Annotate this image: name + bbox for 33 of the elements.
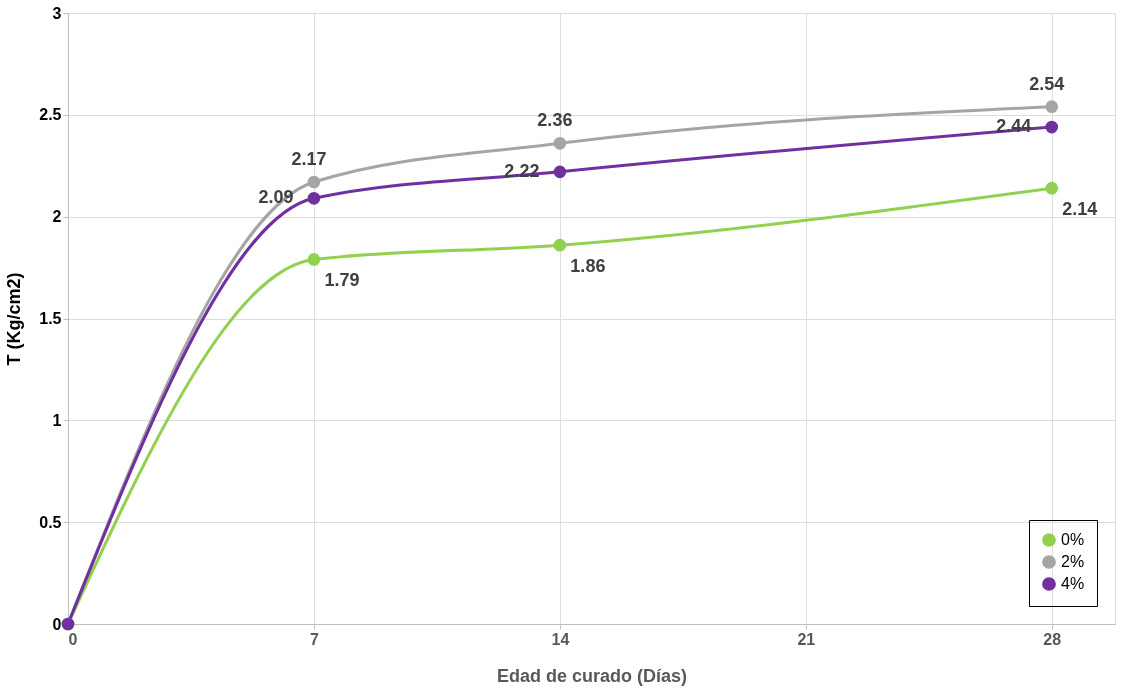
x-tick-label: 28 [1043,630,1062,648]
data-label: 1.79 [324,270,360,291]
y-tick-label: 2 [52,208,62,226]
y-tick-label: 1 [52,411,62,429]
data-label: 2.54 [1029,73,1065,94]
point [553,238,567,252]
x-tick-label: 7 [309,630,319,648]
y-tick-label: 2.5 [39,106,62,124]
point [307,175,321,189]
x-tick-label: 0 [68,630,78,648]
x-tick-label: 14 [551,630,570,648]
y-tick-label: 0.5 [39,513,62,531]
data-label: 2.36 [537,110,573,131]
point [1045,120,1059,134]
data-label: 2.09 [258,187,294,208]
point [553,165,567,179]
data-label: 1.86 [570,256,606,277]
y-tick-label: 1.5 [39,310,62,327]
y-axis-title: T (Kg/cm2) [4,272,25,366]
x-tick-label: 21 [797,630,816,648]
point [553,137,567,150]
data-label: 2.17 [291,149,327,170]
point [1045,181,1059,195]
point [1045,100,1059,113]
point [307,192,321,205]
data-label: 2.14 [1062,199,1098,220]
x-axis-title: Edad de curado (Días) [496,665,688,686]
y-tick-label: 0 [52,615,62,633]
legend-label: 4% [1061,575,1085,592]
point [307,253,321,266]
y-tick-label: 3 [52,4,62,22]
legend-label: 2% [1061,553,1085,570]
legend-label: 0% [1061,531,1085,548]
